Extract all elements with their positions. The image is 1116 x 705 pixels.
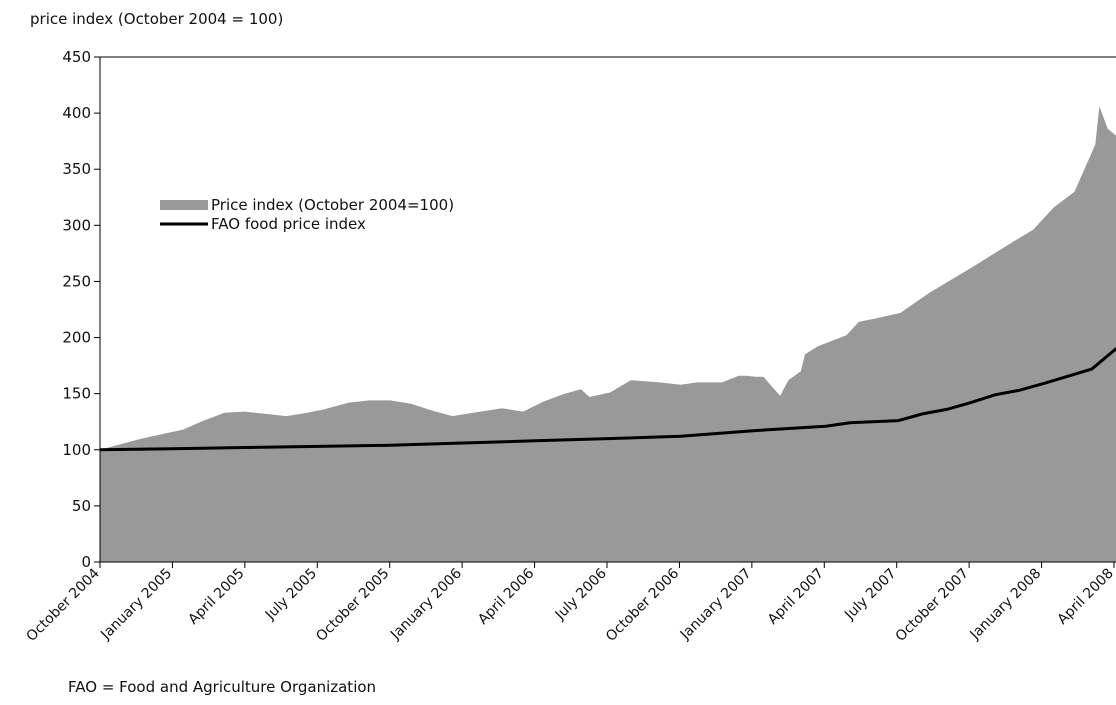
y-tick-label-350: 350 [62, 160, 91, 178]
legend-label-area: Price index (October 2004=100) [211, 196, 454, 214]
x-tick-label-10: April 2007 [765, 566, 827, 628]
footnote: FAO = Food and Agriculture Organization [68, 678, 377, 696]
x-tick-label-3: July 2005 [262, 566, 320, 624]
y-tick-label-50: 50 [72, 497, 91, 515]
x-tick-label-7: July 2006 [552, 565, 610, 623]
legend: Price index (October 2004=100)FAO food p… [160, 196, 454, 233]
x-tick-label-13: January 2008 [967, 566, 1045, 644]
x-tick-label-1: January 2005 [97, 566, 175, 644]
y-tick-label-100: 100 [62, 441, 91, 459]
y-tick-label-400: 400 [62, 104, 91, 122]
y-tick-label-300: 300 [62, 216, 91, 234]
y-tick-label-250: 250 [62, 272, 91, 290]
legend-swatch-area [160, 200, 208, 210]
x-tick-label-9: January 2007 [677, 566, 755, 644]
x-tick-label-14: April 2008 [1055, 566, 1116, 628]
area-layer [100, 106, 1116, 563]
fao-food-price-index-line [99, 347, 1116, 452]
y-tick-label-450: 450 [62, 48, 91, 66]
x-tick-label-8: October 2006 [603, 565, 682, 644]
y-tick-label-0: 0 [81, 553, 91, 571]
line-layer [99, 347, 1116, 452]
price-index-area [100, 106, 1116, 563]
x-tick-label-5: January 2006 [387, 565, 465, 643]
x-tick-label-11: July 2007 [841, 566, 899, 624]
x-tick-label-4: October 2005 [313, 566, 392, 645]
y-tick-label-200: 200 [62, 329, 91, 347]
y-axis-title: price index (October 2004 = 100) [30, 10, 284, 28]
x-tick-label-0: October 2004 [24, 565, 103, 644]
y-tick-label-150: 150 [62, 385, 91, 403]
x-tick-label-6: April 2006 [475, 565, 537, 627]
x-tick-label-12: October 2007 [893, 566, 972, 645]
legend-label-line: FAO food price index [211, 215, 366, 233]
x-tick-label-2: April 2005 [185, 566, 247, 628]
